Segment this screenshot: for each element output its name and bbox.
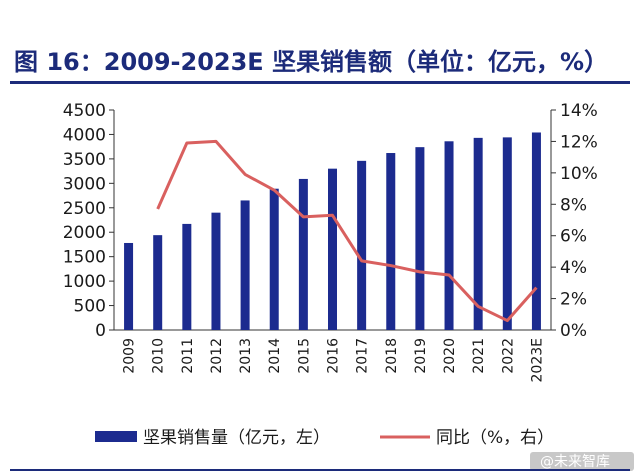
bar xyxy=(502,137,512,330)
bar xyxy=(444,141,454,330)
legend-bar-label: 坚果销售量（亿元，左） xyxy=(143,428,330,448)
y-left-tick-label: 2000 xyxy=(63,223,106,243)
x-tick-label: 2015 xyxy=(296,338,312,374)
title-underline xyxy=(10,81,630,84)
legend-line-label: 同比（%，右） xyxy=(436,428,554,448)
watermark-bg xyxy=(530,452,634,471)
x-tick-label: 2009 xyxy=(122,338,138,374)
y-left-tick-label: 1500 xyxy=(63,248,106,268)
watermark: @未来智库 xyxy=(530,452,634,471)
bar-series xyxy=(124,132,541,330)
x-tick-label: 2023E xyxy=(529,338,545,382)
y-left-tick-label: 4500 xyxy=(63,101,106,121)
y-right-tick-label: 14% xyxy=(560,101,598,121)
bar xyxy=(298,178,308,330)
chart-title: 图 16：2009-2023E 坚果销售额（单位：亿元，%） xyxy=(14,48,609,76)
y-right-tick-label: 4% xyxy=(560,258,587,278)
bar xyxy=(269,188,279,330)
bar xyxy=(211,212,221,330)
x-tick-label: 2019 xyxy=(413,338,429,374)
bar xyxy=(240,200,250,330)
y-right-tick-label: 0% xyxy=(560,321,587,341)
y-right-tick-label: 8% xyxy=(560,195,587,215)
x-tick-label: 2021 xyxy=(471,338,487,374)
bar xyxy=(415,147,425,330)
bar xyxy=(153,235,163,330)
bar xyxy=(357,160,367,330)
bar xyxy=(182,223,192,330)
y-left-tick-label: 2500 xyxy=(63,199,106,219)
x-tick-label: 2014 xyxy=(267,338,283,374)
y-left-tick-label: 1000 xyxy=(63,272,106,292)
x-tick-label: 2018 xyxy=(384,338,400,374)
growth-line xyxy=(156,139,538,323)
x-tick-label: 2012 xyxy=(209,338,225,374)
legend: 坚果销售量（亿元，左） 同比（%，右） xyxy=(95,428,554,448)
watermark-text: @未来智库 xyxy=(540,454,610,470)
x-tick-label: 2016 xyxy=(326,338,342,374)
y-left-tick-label: 4000 xyxy=(63,125,106,145)
y-right-tick-label: 12% xyxy=(560,132,598,152)
y-right-tick-label: 2% xyxy=(560,290,587,310)
x-tick-label: 2013 xyxy=(238,338,254,374)
legend-bar-swatch xyxy=(95,431,137,442)
y-left-tick-label: 0 xyxy=(95,321,106,341)
x-tick-label: 2020 xyxy=(442,338,458,374)
bar xyxy=(328,168,337,330)
y-right-tick-label: 10% xyxy=(560,164,598,184)
bar xyxy=(386,153,396,330)
x-tick-label: 2010 xyxy=(151,338,167,374)
y-left-tick-label: 3000 xyxy=(63,174,106,194)
y-right-tick-label: 6% xyxy=(560,227,587,247)
bar xyxy=(473,137,483,330)
y-left-tick-label: 500 xyxy=(74,297,106,317)
bar xyxy=(531,132,541,330)
axes: 0 500 1000 1500 2000 2500 3000 3500 4000 4500 0% 2%… xyxy=(63,101,598,382)
bottom-rule xyxy=(10,469,630,471)
x-tick-label: 2017 xyxy=(355,338,371,374)
bar xyxy=(124,242,134,330)
y-left-tick-label: 3500 xyxy=(63,150,106,170)
x-tick-label: 2022 xyxy=(500,338,516,374)
line-series xyxy=(156,139,538,323)
x-tick-label: 2011 xyxy=(180,338,196,374)
